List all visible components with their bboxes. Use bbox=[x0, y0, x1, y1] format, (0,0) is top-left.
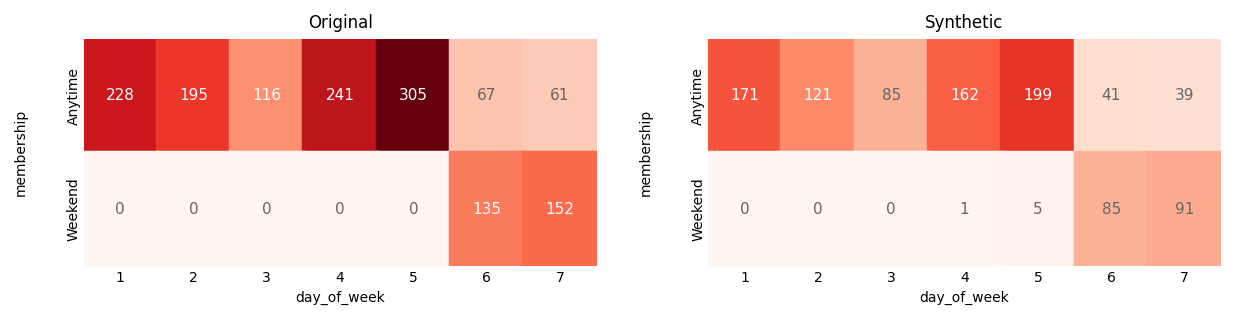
Bar bbox=[1147, 39, 1221, 152]
Bar bbox=[782, 152, 855, 266]
Bar bbox=[524, 39, 597, 152]
Bar bbox=[708, 39, 782, 152]
Text: 135: 135 bbox=[472, 202, 501, 217]
Text: 61: 61 bbox=[551, 88, 569, 103]
Text: 91: 91 bbox=[1174, 202, 1194, 217]
Text: 241: 241 bbox=[326, 88, 354, 103]
Text: 0: 0 bbox=[115, 202, 125, 217]
Y-axis label: membership: membership bbox=[14, 109, 28, 196]
Bar bbox=[84, 39, 157, 152]
Bar bbox=[855, 39, 927, 152]
Text: 195: 195 bbox=[179, 88, 207, 103]
Text: 0: 0 bbox=[335, 202, 345, 217]
Bar bbox=[1074, 152, 1147, 266]
Bar bbox=[782, 39, 855, 152]
Text: 39: 39 bbox=[1174, 88, 1194, 103]
Text: 5: 5 bbox=[1032, 202, 1042, 217]
Y-axis label: membership: membership bbox=[638, 109, 652, 196]
Bar bbox=[157, 152, 230, 266]
Bar bbox=[927, 152, 1002, 266]
Text: 0: 0 bbox=[887, 202, 897, 217]
Bar bbox=[304, 152, 377, 266]
Text: 171: 171 bbox=[730, 88, 760, 103]
X-axis label: day_of_week: day_of_week bbox=[920, 291, 1009, 305]
Bar bbox=[377, 39, 450, 152]
Bar bbox=[1002, 39, 1074, 152]
Bar bbox=[450, 152, 524, 266]
Bar bbox=[1147, 152, 1221, 266]
Text: 41: 41 bbox=[1102, 88, 1121, 103]
Text: 85: 85 bbox=[1102, 202, 1121, 217]
Bar bbox=[230, 152, 304, 266]
Bar bbox=[230, 39, 304, 152]
X-axis label: day_of_week: day_of_week bbox=[295, 291, 385, 305]
Title: Original: Original bbox=[308, 14, 373, 32]
Bar bbox=[157, 39, 230, 152]
Bar bbox=[84, 152, 157, 266]
Text: 162: 162 bbox=[950, 88, 979, 103]
Bar bbox=[450, 39, 524, 152]
Text: 0: 0 bbox=[262, 202, 272, 217]
Bar bbox=[927, 39, 1002, 152]
Text: 0: 0 bbox=[813, 202, 823, 217]
Bar bbox=[708, 152, 782, 266]
Bar bbox=[1074, 39, 1147, 152]
Text: 67: 67 bbox=[477, 88, 496, 103]
Title: Synthetic: Synthetic bbox=[925, 14, 1004, 32]
Text: 121: 121 bbox=[804, 88, 832, 103]
Text: 199: 199 bbox=[1024, 88, 1052, 103]
Text: 0: 0 bbox=[740, 202, 750, 217]
Text: 0: 0 bbox=[409, 202, 419, 217]
Bar bbox=[377, 152, 450, 266]
Text: 228: 228 bbox=[106, 88, 135, 103]
Text: 85: 85 bbox=[882, 88, 900, 103]
Bar bbox=[304, 39, 377, 152]
Text: 0: 0 bbox=[189, 202, 199, 217]
Text: 152: 152 bbox=[546, 202, 574, 217]
Text: 116: 116 bbox=[252, 88, 282, 103]
Text: 305: 305 bbox=[399, 88, 427, 103]
Bar bbox=[1002, 152, 1074, 266]
Bar bbox=[524, 152, 597, 266]
Bar bbox=[855, 152, 927, 266]
Text: 1: 1 bbox=[960, 202, 969, 217]
